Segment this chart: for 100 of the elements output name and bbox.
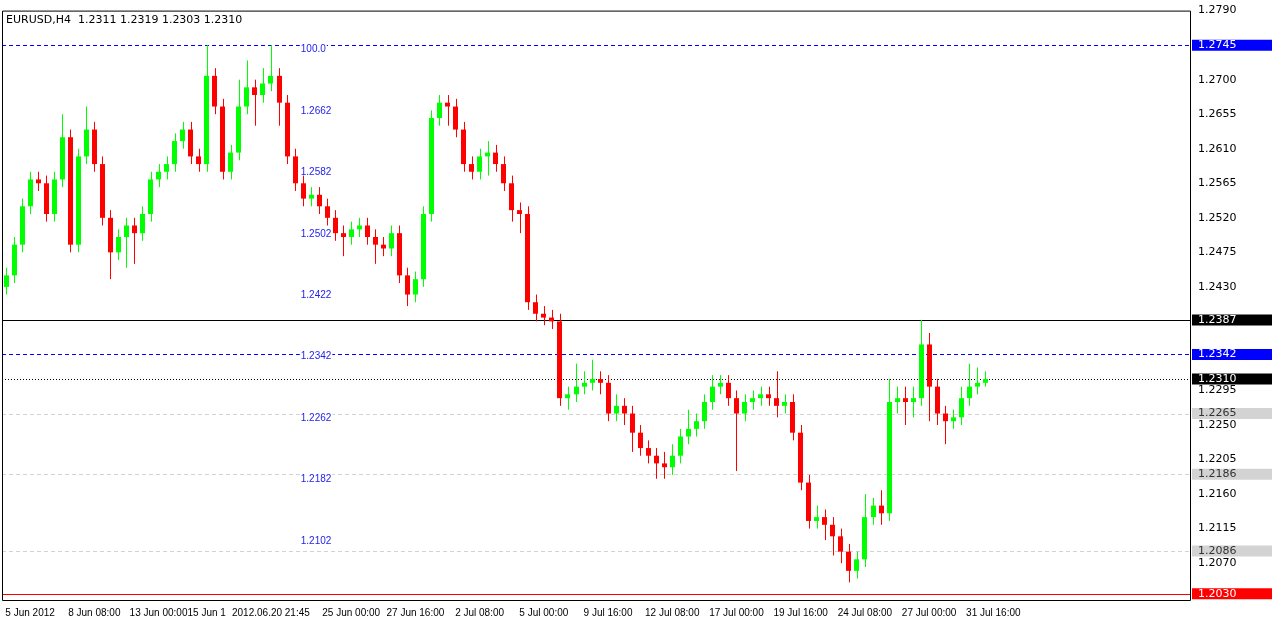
ref-line-label: 1.2342 bbox=[1198, 347, 1237, 361]
candlestick bbox=[180, 121, 185, 150]
ref-line-label: 1.2387 bbox=[1198, 312, 1237, 326]
ref-line-label: 1.2086 bbox=[1198, 543, 1237, 557]
candlestick bbox=[317, 186, 322, 215]
candlestick bbox=[742, 393, 747, 422]
ref-line-label: 1.2310 bbox=[1198, 371, 1237, 385]
candlestick bbox=[357, 217, 362, 238]
candlestick bbox=[846, 543, 851, 583]
candlestick bbox=[493, 144, 498, 173]
candlestick bbox=[228, 144, 233, 180]
candlestick bbox=[670, 443, 675, 476]
candlestick bbox=[156, 163, 161, 188]
candlestick bbox=[116, 228, 121, 261]
candlestick bbox=[943, 405, 948, 445]
y-tick-label: 1.2070 bbox=[1198, 556, 1237, 570]
chart-title: EURUSD,H4 1.2311 1.2319 1.2303 1.2310 bbox=[6, 12, 243, 26]
y-tick-label: 1.2610 bbox=[1198, 141, 1237, 155]
ref-line-label: 1.2745 bbox=[1198, 37, 1237, 51]
candlestick bbox=[654, 447, 659, 480]
candlestick bbox=[903, 386, 908, 426]
candlestick bbox=[405, 267, 410, 307]
x-tick-label: 27 Jul 00:00 bbox=[901, 606, 957, 618]
x-tick-label: 2 Jul 08:00 bbox=[455, 606, 505, 618]
candlestick bbox=[244, 59, 249, 115]
candlestick bbox=[975, 366, 980, 395]
candlestick bbox=[911, 386, 916, 418]
candlestick bbox=[582, 370, 587, 395]
candlestick bbox=[268, 44, 273, 92]
annotation: 1.2102 bbox=[300, 534, 332, 546]
x-tick-label: 2012.06.20 21:45 bbox=[231, 606, 311, 618]
candlestick bbox=[871, 497, 876, 526]
candlestick bbox=[951, 409, 956, 430]
candlestick bbox=[734, 389, 739, 472]
x-tick-label: 27 Jun 16:00 bbox=[386, 606, 445, 618]
candlestick bbox=[341, 224, 346, 257]
y-tick-label: 1.2115 bbox=[1198, 521, 1237, 535]
candlestick bbox=[710, 374, 715, 411]
candlestick bbox=[854, 551, 859, 580]
candlestick bbox=[437, 94, 442, 127]
candlestick bbox=[630, 405, 635, 453]
annotation: 1.2502 bbox=[300, 227, 332, 239]
candlestick bbox=[622, 397, 627, 426]
candlestick bbox=[132, 217, 137, 265]
candlestick bbox=[959, 386, 964, 426]
candlestick bbox=[822, 508, 827, 541]
y-tick-label: 1.2205 bbox=[1198, 452, 1237, 466]
candlestick bbox=[373, 228, 378, 265]
candlestick bbox=[838, 528, 843, 564]
candlestick bbox=[662, 451, 667, 480]
x-tick-label: 17 Jul 00:00 bbox=[709, 606, 765, 618]
ref-line-label: 1.2186 bbox=[1198, 467, 1237, 480]
candlestick bbox=[252, 79, 257, 127]
candlestick bbox=[477, 148, 482, 180]
candlestick bbox=[36, 171, 41, 192]
candlestick bbox=[301, 175, 306, 207]
candlestick bbox=[718, 374, 723, 395]
candlestick bbox=[782, 393, 787, 415]
y-tick-label: 1.2790 bbox=[1198, 3, 1237, 17]
candlestick bbox=[389, 224, 394, 257]
candlestick bbox=[164, 155, 169, 180]
candlestick bbox=[614, 393, 619, 422]
y-tick-label: 1.2700 bbox=[1198, 72, 1237, 86]
x-tick-label: 19 Jul 16:00 bbox=[773, 606, 829, 618]
ref-line-label: 1.2265 bbox=[1198, 406, 1237, 420]
x-tick-label: 13 Jun 00:00 bbox=[129, 606, 188, 618]
annotation: 1.2262 bbox=[300, 411, 332, 423]
candlestick bbox=[533, 294, 538, 322]
candlestick bbox=[686, 409, 691, 445]
candlestick bbox=[260, 67, 265, 104]
candlestick bbox=[967, 363, 972, 407]
candlestick bbox=[325, 198, 330, 226]
candlestick bbox=[365, 217, 370, 246]
y-tick-label: 1.2295 bbox=[1198, 383, 1237, 397]
candlestick bbox=[574, 363, 579, 403]
candlestick bbox=[590, 359, 595, 391]
y-tick-label: 1.2475 bbox=[1198, 245, 1237, 259]
y-tick-label: 1.2520 bbox=[1198, 210, 1237, 224]
candlestick bbox=[702, 393, 707, 430]
annotation: 1.2582 bbox=[300, 166, 332, 178]
candlestick bbox=[453, 98, 458, 138]
candlestick bbox=[774, 370, 779, 418]
candlestick bbox=[830, 516, 835, 556]
candlestick bbox=[541, 305, 546, 326]
candlestick bbox=[678, 428, 683, 464]
candlestick bbox=[445, 94, 450, 127]
y-tick-label: 1.2160 bbox=[1198, 486, 1237, 500]
annotation: 100.0 bbox=[300, 43, 327, 55]
candlestick bbox=[814, 505, 819, 530]
candlestick bbox=[758, 386, 763, 407]
candlestick bbox=[469, 155, 474, 180]
candlestick bbox=[413, 271, 418, 303]
x-tick-label: 24 Jul 08:00 bbox=[837, 606, 893, 618]
annotation: 1.2662 bbox=[300, 104, 332, 116]
candlestick bbox=[879, 489, 884, 526]
candlestick bbox=[349, 221, 354, 246]
annotation: 1.2342 bbox=[300, 350, 332, 362]
y-tick-label: 1.2250 bbox=[1198, 417, 1237, 431]
candlestick bbox=[140, 205, 145, 242]
ref-line-label: 1.2030 bbox=[1198, 586, 1237, 600]
